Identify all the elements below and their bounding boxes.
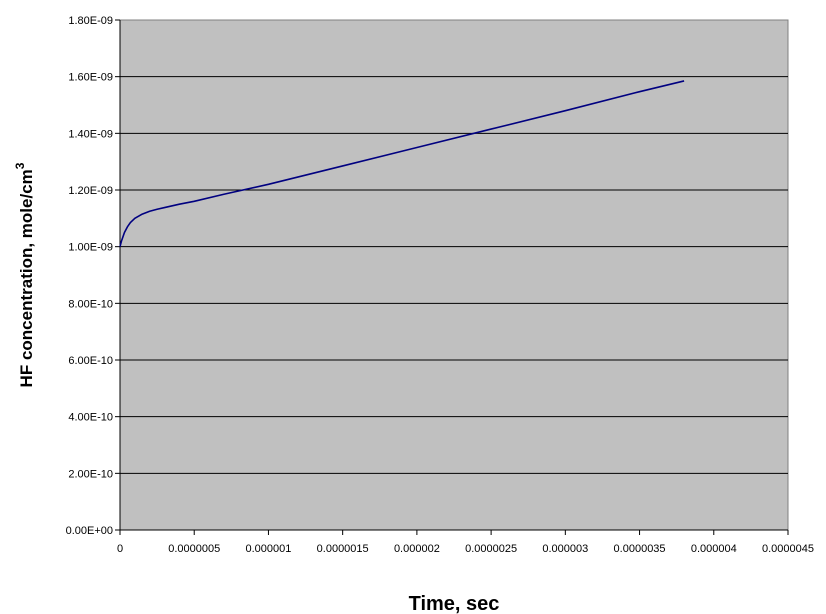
y-tick-label: 8.00E-10 <box>68 298 113 310</box>
x-tick-label: 0.000004 <box>691 543 737 555</box>
x-tick-label: 0.0000035 <box>614 543 666 555</box>
y-tick-label: 1.60E-09 <box>68 72 113 84</box>
x-tick-label: 0.000002 <box>394 543 440 555</box>
x-tick-label: 0.000001 <box>245 543 291 555</box>
y-axis-title-text: HF concentration, mole/cm <box>17 169 36 387</box>
series-line <box>119 80 685 247</box>
x-axis: 0 0.0000005 0.000001 0.0000015 0.000002 0.000… <box>117 529 814 555</box>
x-tick-label: 0.0000005 <box>168 543 220 555</box>
y-tick-label: 2.00E-10 <box>68 468 113 480</box>
y-tick-label: 4.00E-10 <box>68 412 113 424</box>
y-tick-label: 1.80E-09 <box>68 15 113 27</box>
series-layer <box>119 80 685 247</box>
y-axis-title-superscript: 3 <box>13 162 27 169</box>
y-tick-label: 6.00E-10 <box>68 355 113 367</box>
y-tick-label: 1.00E-09 <box>68 242 113 254</box>
x-tick-label: 0.0000045 <box>762 543 814 555</box>
plot-area <box>119 19 789 531</box>
x-tick-label: 0.0000015 <box>317 543 369 555</box>
x-tick-label: 0.000003 <box>542 543 588 555</box>
x-axis-title: Time, sec <box>409 593 500 614</box>
y-axis: 0.00E+00 2.00E-10 4.00E-10 6.00E-10 8.00E-10… <box>66 15 121 537</box>
y-tick-label: 1.20E-09 <box>68 185 113 197</box>
x-tick-label: 0 <box>117 543 123 555</box>
gridlines <box>120 76 788 474</box>
y-tick-label: 0.00E+00 <box>66 525 113 537</box>
y-tick-label: 1.40E-09 <box>68 128 113 140</box>
y-axis-title: HF concentration, mole/cm3 <box>13 162 36 387</box>
x-tick-label: 0.0000025 <box>465 543 517 555</box>
